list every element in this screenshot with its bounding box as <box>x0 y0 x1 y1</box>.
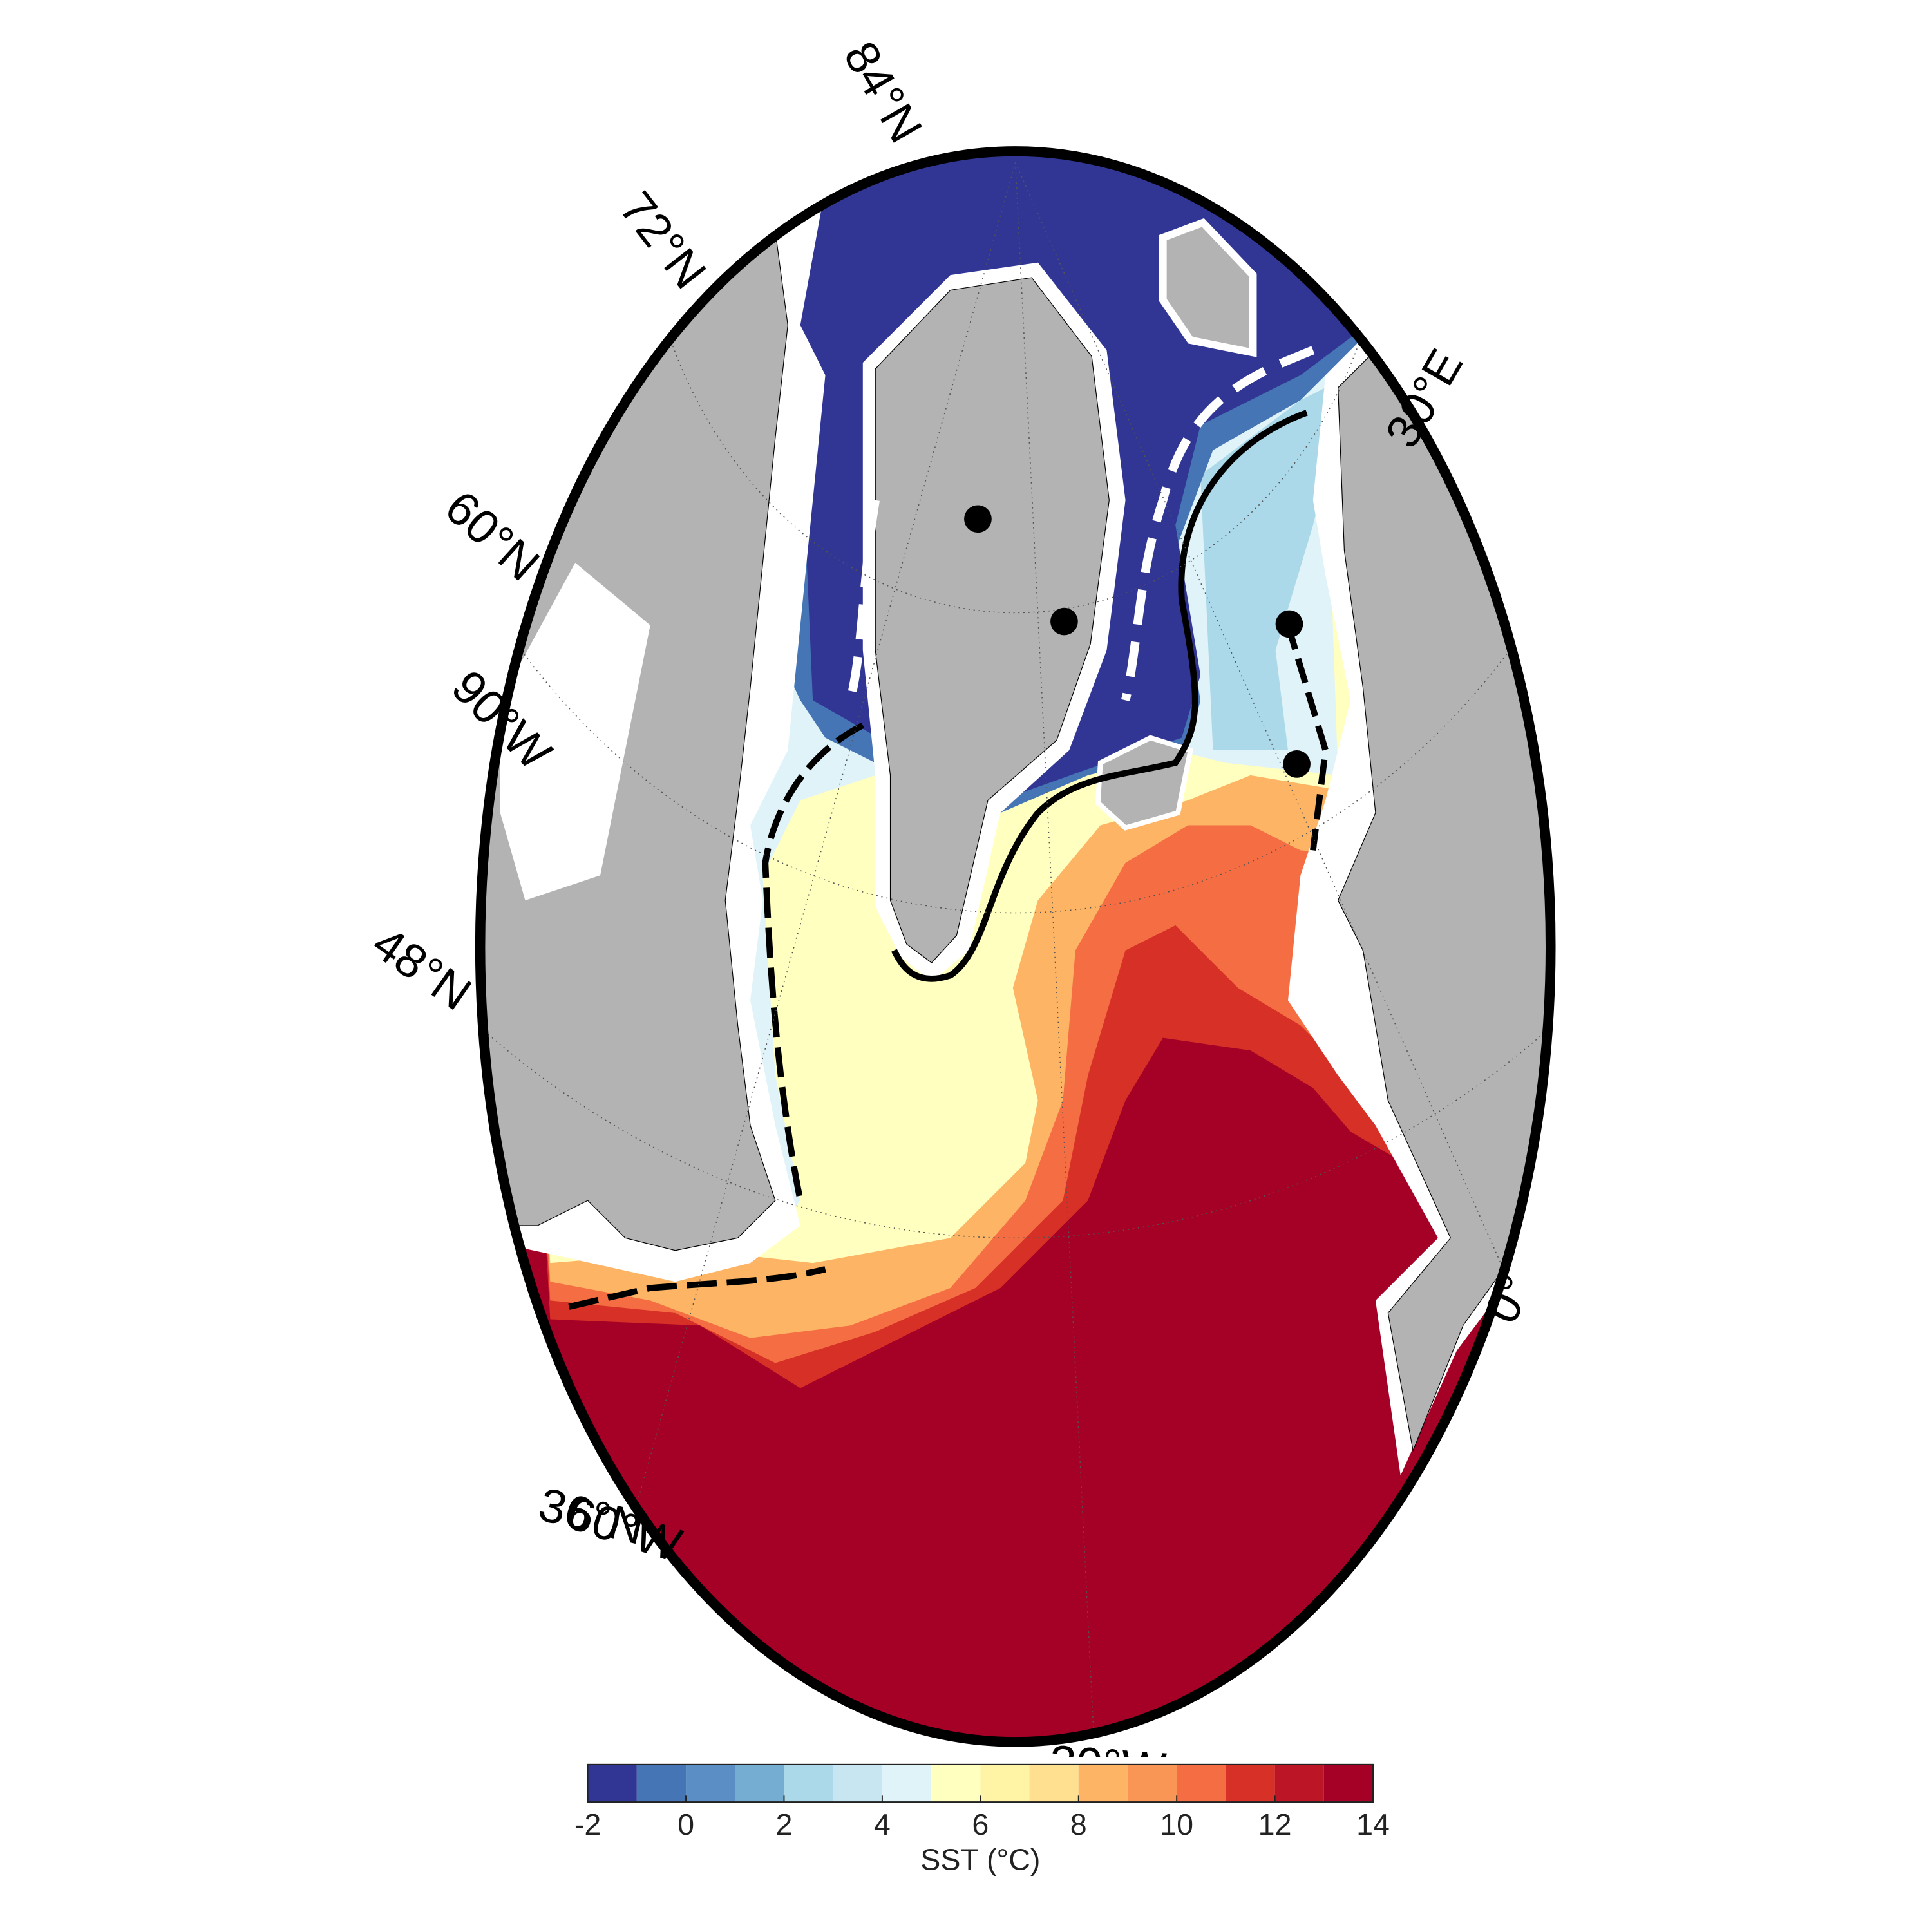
colorbar-tick-label: 12 <box>1258 1808 1292 1841</box>
colorbar-tick-label: -2 <box>574 1808 601 1841</box>
colorbar-band <box>1029 1764 1079 1803</box>
colorbar-band <box>1127 1764 1177 1803</box>
colorbar-band <box>1226 1764 1275 1803</box>
colorbar-band <box>1274 1764 1324 1803</box>
colorbar-band <box>980 1764 1030 1803</box>
colorbar-band <box>587 1764 637 1803</box>
land-svalbard <box>1159 218 1257 357</box>
colorbar-tick-label: 4 <box>874 1808 891 1841</box>
graticule-label: 48°N <box>363 916 481 1021</box>
colorbar-band <box>636 1764 687 1803</box>
colorbar-tick-label: 14 <box>1356 1808 1390 1841</box>
colorbar-band <box>882 1764 932 1803</box>
graticule-label: 60°N <box>435 480 550 591</box>
colorbar-tick-label: 0 <box>677 1808 694 1841</box>
contour-line <box>891 410 1308 982</box>
graticule-label: 84°N <box>833 32 933 151</box>
site-marker <box>1283 750 1311 778</box>
land-iceland <box>1095 735 1194 831</box>
graticule-label: 72°N <box>609 182 717 298</box>
hudson-bay <box>500 562 650 901</box>
colorbar-band <box>1323 1764 1374 1803</box>
sea-ne-cool <box>1200 375 1351 751</box>
map-area <box>480 151 1551 1742</box>
ice-edge-line <box>846 346 1315 702</box>
colorbar-band <box>931 1764 981 1803</box>
colorbar-band <box>686 1764 735 1803</box>
colorbar: -2 0 2 4 6 8 10 12 14 <box>574 1763 1390 1841</box>
colorbar-tick-label: 6 <box>972 1808 989 1841</box>
site-marker <box>1275 610 1303 638</box>
colorbar-band <box>735 1764 784 1803</box>
colorbar-band <box>833 1764 882 1803</box>
contour-line <box>1285 624 1329 851</box>
site-marker <box>1050 607 1078 636</box>
colorbar-band <box>1177 1764 1226 1803</box>
colorbar-band <box>784 1764 833 1803</box>
colorbar-tick-label: 10 <box>1160 1808 1193 1841</box>
colorbar-label: SST (°C) <box>920 1843 1040 1877</box>
land-greenland <box>875 277 1110 963</box>
site-marker <box>964 505 992 533</box>
colorbar-tick-label: 2 <box>776 1808 793 1841</box>
colorbar-band <box>1078 1764 1128 1803</box>
map-frame <box>475 146 1556 1747</box>
site-markers <box>964 505 1311 778</box>
colorbar-tick-label: 8 <box>1070 1808 1087 1841</box>
contour-line <box>568 722 864 1310</box>
